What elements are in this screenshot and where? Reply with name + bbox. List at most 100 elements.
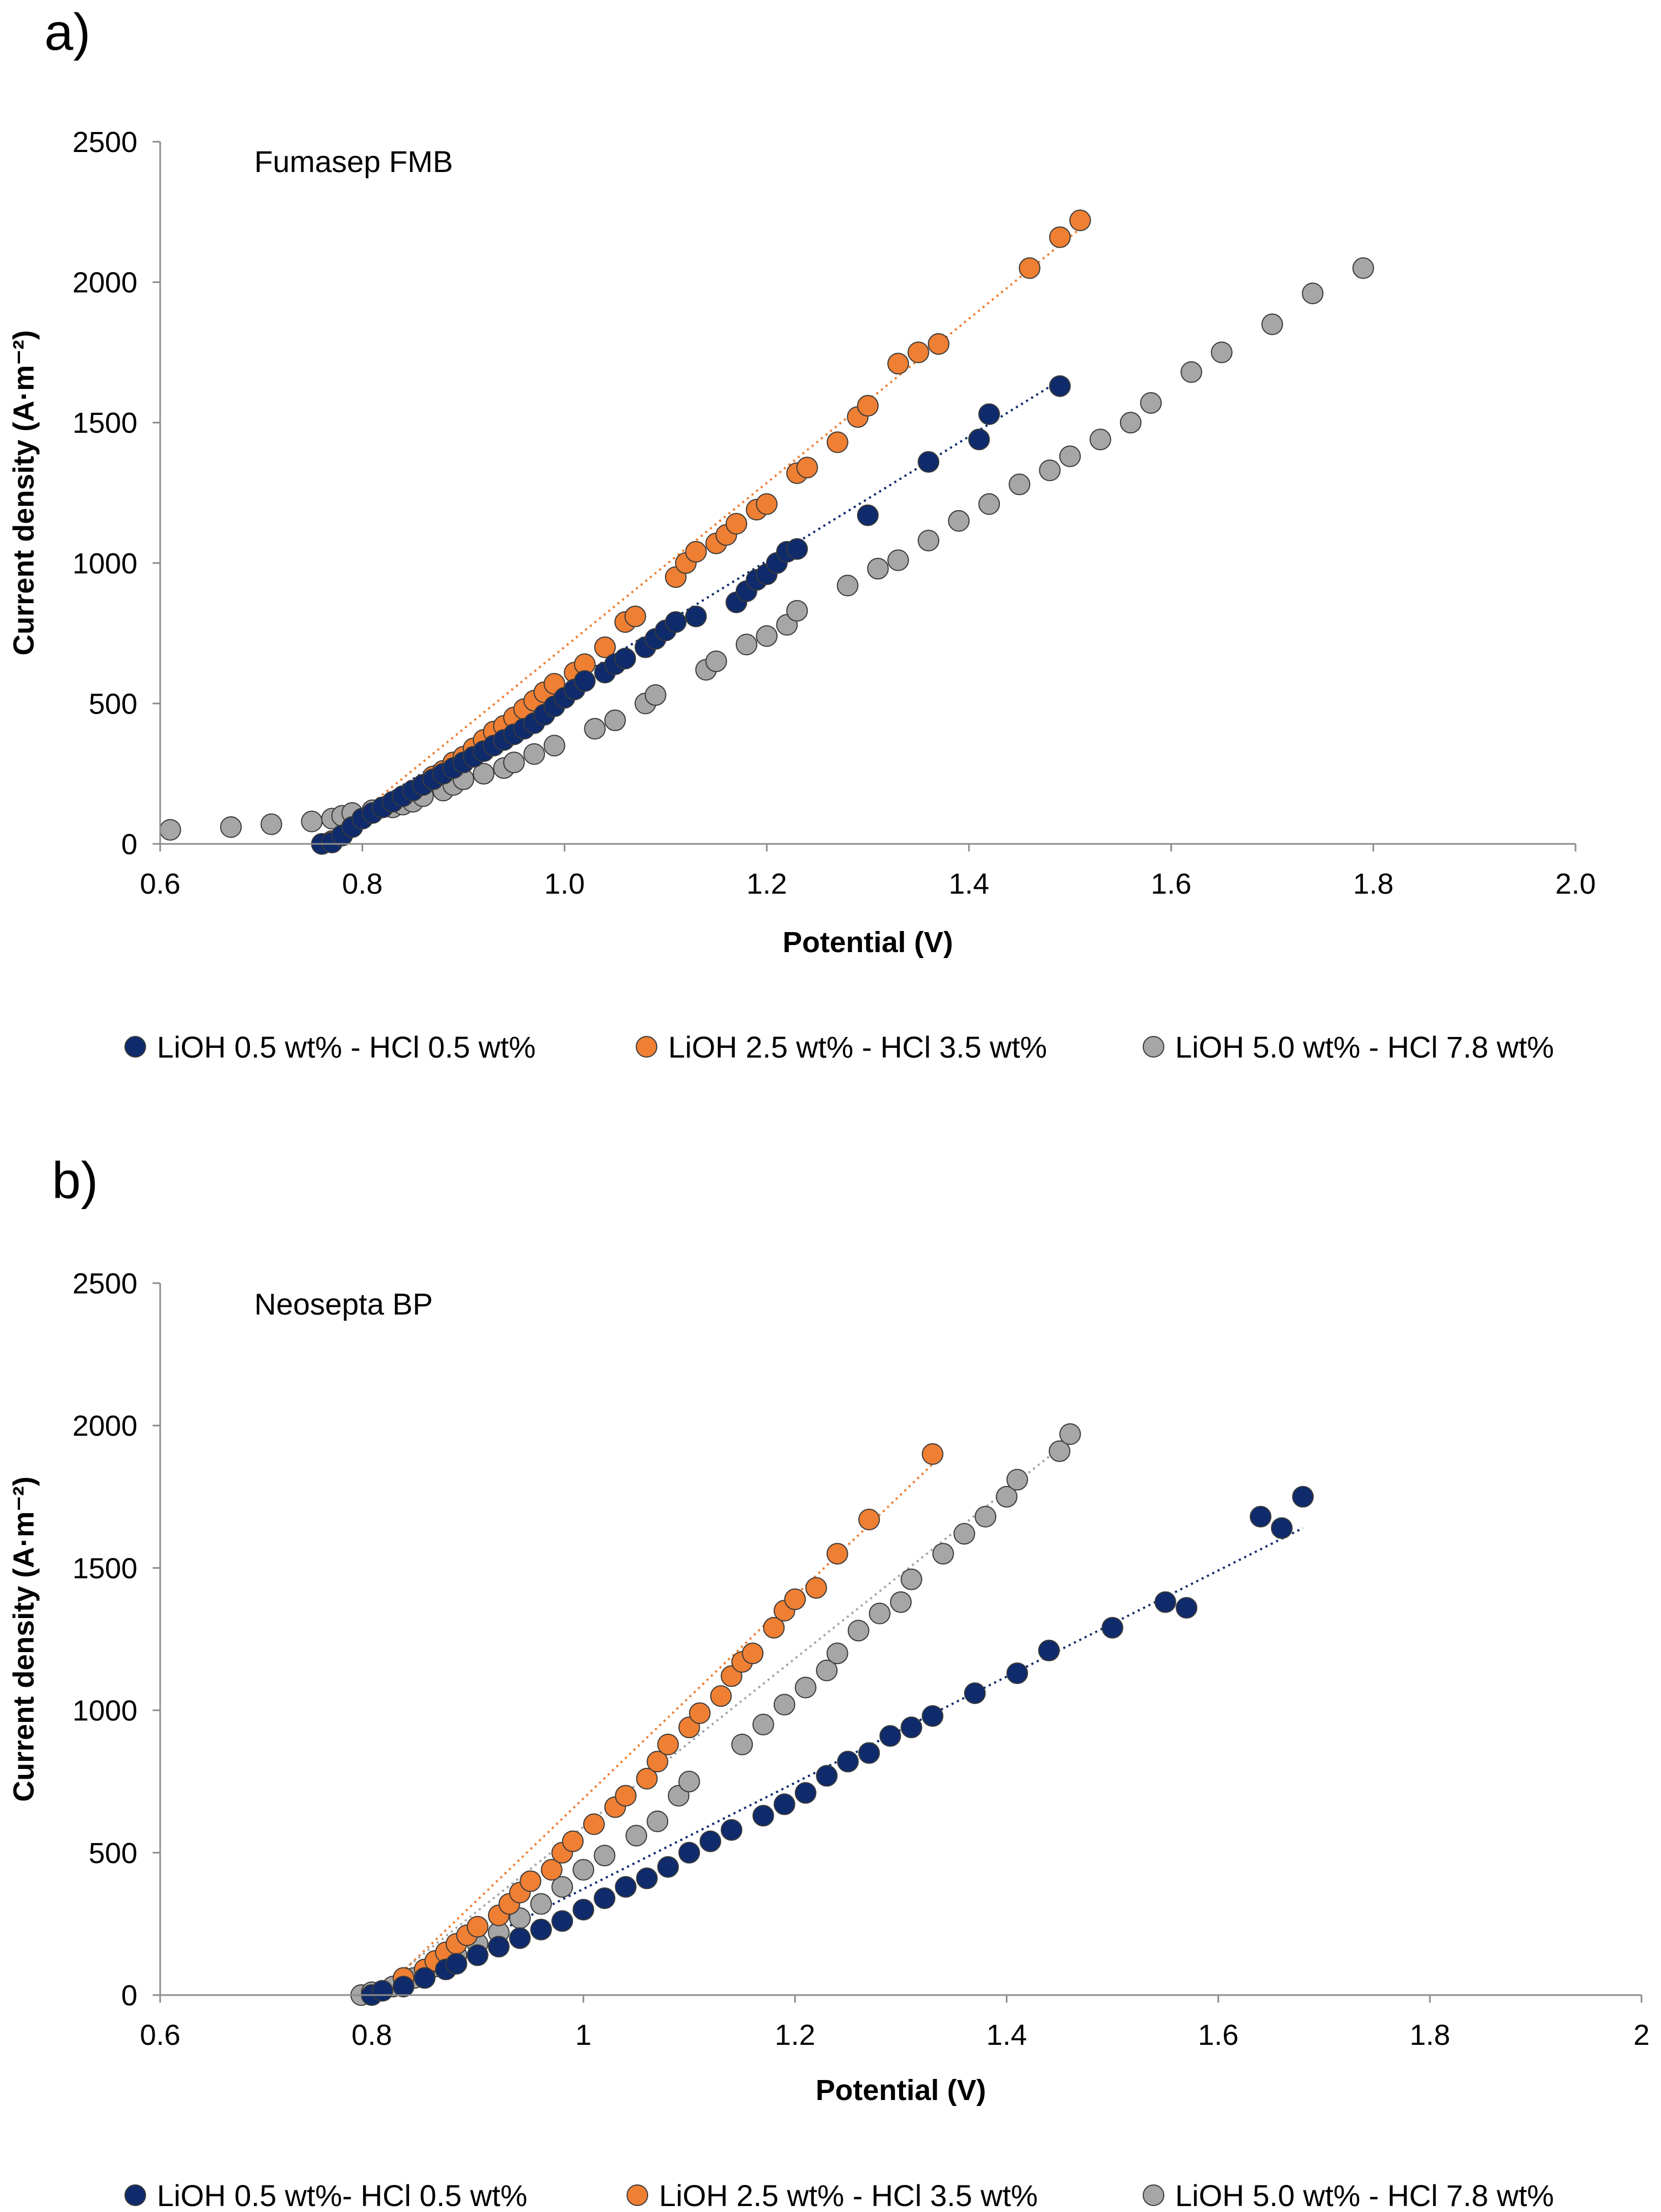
data-point: [794, 1676, 816, 1699]
x-tick-label: 2: [1633, 2019, 1650, 2051]
data-point: [472, 763, 495, 785]
x-tick-label: 0.6: [140, 868, 180, 900]
panel-b-label: b): [52, 1152, 98, 1210]
data-point: [530, 1893, 552, 1915]
data-point: [1006, 1662, 1029, 1685]
y-tick-label: 2500: [72, 1267, 137, 1300]
data-point: [890, 1591, 912, 1613]
x-tick-label: 0.6: [140, 2019, 180, 2051]
data-point: [636, 1867, 658, 1890]
panel-b-points: [350, 1423, 1314, 2006]
data-point: [685, 605, 707, 628]
x-tick-label: 2.0: [1555, 868, 1596, 900]
x-tick-label: 1.6: [1151, 868, 1191, 900]
data-point: [615, 1785, 637, 1807]
data-point: [907, 341, 930, 364]
data-point: [487, 1936, 510, 1958]
data-point: [1176, 1597, 1198, 1619]
y-tick-label: 500: [89, 1837, 137, 1870]
data-point: [1352, 257, 1374, 279]
data-point: [763, 1616, 785, 1639]
data-point: [858, 1508, 880, 1530]
data-point: [978, 493, 1000, 515]
panel-a-trendlines: [321, 219, 1091, 845]
panel-b-legend: LiOH 0.5 wt%- HCl 0.5 wt% LiOH 2.5 wt% -…: [124, 2178, 1554, 2212]
data-point: [927, 333, 950, 355]
data-point: [784, 1588, 806, 1610]
data-point: [721, 1819, 743, 1841]
panel-a-legend-label-2: LiOH 2.5 wt% - HCl 3.5 wt%: [668, 1030, 1047, 1064]
panel-b-legend-label-2: LiOH 2.5 wt% - HCl 3.5 wt%: [659, 2178, 1038, 2212]
data-point: [562, 1830, 584, 1852]
y-tick-label: 2000: [72, 267, 137, 299]
x-tick-label: 1.8: [1409, 2019, 1450, 2051]
data-point: [594, 636, 616, 658]
data-point: [647, 1751, 669, 1773]
data-point: [466, 1944, 489, 1966]
data-point: [509, 1927, 531, 1949]
data-point: [1271, 1517, 1293, 1539]
data-point: [543, 735, 565, 757]
data-point: [710, 1685, 732, 1707]
data-point: [816, 1659, 838, 1681]
data-point: [857, 395, 879, 417]
panel-b-ticks: 0.6 0.8 1 1.2 1.4 1.6 1.8 2 0 500 1000 1500 2000 2500: [72, 1267, 1650, 2051]
data-point: [523, 743, 545, 765]
x-tick-label: 1.4: [986, 2019, 1027, 2051]
data-point: [1119, 412, 1142, 434]
panel-a-legend-label-1: LiOH 0.5 wt% - HCl 0.5 wt%: [157, 1030, 536, 1064]
data-point: [786, 538, 808, 560]
data-point: [1180, 361, 1202, 383]
data-point: [705, 650, 727, 672]
data-point: [413, 1967, 436, 1989]
panel-b-y-axis-title: Current density (A·m⁻²): [8, 1476, 40, 1802]
panel-a-legend-label-3: LiOH 5.0 wt% - HCl 7.8 wt%: [1175, 1030, 1554, 1064]
y-tick-label: 0: [121, 1979, 137, 2012]
data-point: [551, 1910, 574, 1932]
x-tick-label: 0.8: [342, 868, 383, 900]
panel-b-title: Neosepta BP: [254, 1287, 433, 1321]
data-point: [968, 428, 990, 451]
data-point: [584, 718, 606, 740]
data-point: [647, 1810, 669, 1832]
data-point: [773, 1694, 795, 1716]
panel-a-chart: a) Fumasep FMB 0.6 0.8 1.0 1.2 1.4 1.6 1.8 2.00…: [8, 3, 1596, 1064]
x-tick-label: 1.8: [1353, 868, 1394, 900]
data-point: [752, 1713, 774, 1735]
panel-b-chart: b) Neosepta BP 0.6 0.8 1 1.2 1.4 1.6 1.8 2 0 500 1…: [8, 1152, 1650, 2212]
data-point: [868, 1602, 891, 1625]
data-point: [756, 625, 778, 647]
x-tick-label: 0.8: [352, 2019, 392, 2051]
data-point: [1249, 1506, 1271, 1528]
data-point: [1059, 445, 1081, 467]
panel-b-legend-marker-3: [1143, 2184, 1164, 2206]
data-point: [1009, 473, 1031, 496]
y-tick-label: 1000: [72, 1695, 137, 1727]
data-point: [1049, 375, 1071, 397]
data-point: [1089, 428, 1111, 451]
data-point: [699, 1830, 721, 1852]
panel-a-label: a): [44, 3, 90, 61]
panel-a-ticks: 0.6 0.8 1.0 1.2 1.4 1.6 1.8 2.0 0 500 1000 1500 2000…: [72, 126, 1596, 900]
data-point: [519, 1870, 542, 1892]
data-point: [837, 1751, 859, 1773]
data-point: [1039, 459, 1061, 481]
data-point: [816, 1765, 838, 1787]
y-tick-label: 500: [89, 688, 137, 720]
data-point: [1261, 313, 1283, 335]
data-point: [948, 510, 970, 532]
data-point: [1059, 1423, 1081, 1445]
data-point: [1018, 257, 1040, 279]
data-point: [636, 1767, 658, 1790]
data-point: [392, 1976, 414, 1998]
data-point: [664, 611, 687, 633]
data-point: [742, 1642, 764, 1665]
data-point: [615, 1876, 637, 1898]
data-point: [614, 648, 636, 670]
y-tick-label: 2500: [72, 126, 137, 159]
data-point: [794, 1782, 816, 1804]
data-point: [826, 431, 848, 453]
x-tick-label: 1.2: [775, 2019, 815, 2051]
data-point: [887, 353, 909, 375]
